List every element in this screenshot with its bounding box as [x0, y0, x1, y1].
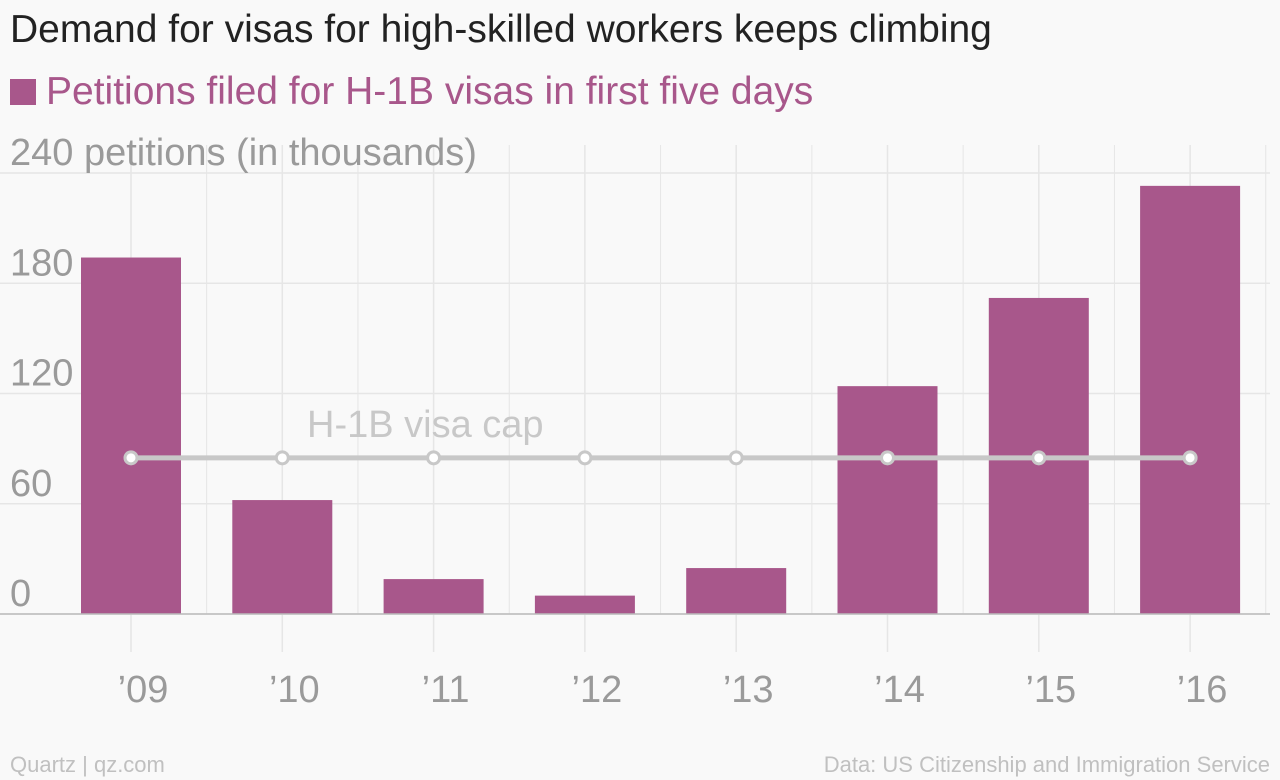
- visa-cap-point: [577, 450, 593, 466]
- y-tick-label: 120: [10, 353, 73, 395]
- x-tick-label: ’09: [118, 669, 169, 711]
- bar: [686, 568, 787, 614]
- x-tick-label: ’12: [572, 669, 623, 711]
- footer-credit: Data: US Citizenship and Immigration Ser…: [823, 752, 1270, 777]
- footer-source: Quartz | qz.com: [10, 752, 165, 777]
- legend: Petitions filed for H-1B visas in first …: [10, 70, 813, 114]
- y-tick-label: 180: [10, 242, 73, 284]
- visa-cap-point: [426, 450, 442, 466]
- bar: [837, 386, 938, 614]
- y-tick-label: 0: [10, 573, 31, 615]
- x-tick-label: ’10: [269, 669, 320, 711]
- bar: [534, 595, 635, 614]
- legend-label: Petitions filed for H-1B visas in first …: [46, 70, 814, 113]
- bar: [383, 579, 484, 614]
- visa-cap-point: [880, 450, 895, 466]
- visa-cap-point: [1031, 450, 1047, 466]
- x-tick-label: ’14: [874, 669, 925, 711]
- visa-cap-point: [1182, 450, 1198, 466]
- x-tick-label: ’13: [723, 669, 774, 711]
- bar: [232, 500, 333, 614]
- legend-swatch: [10, 79, 36, 105]
- bar: [1140, 185, 1241, 615]
- x-tick-label: ’15: [1025, 669, 1076, 711]
- visa-cap-point: [123, 450, 139, 466]
- x-tick-label: ’16: [1177, 669, 1228, 711]
- bar: [81, 257, 181, 614]
- visa-cap-point: [274, 450, 290, 466]
- x-tick-label: ’11: [422, 669, 470, 711]
- y-axis-top-label: 240 petitions (in thousands): [10, 132, 477, 174]
- visa-cap-label: H-1B visa cap: [307, 404, 544, 446]
- y-tick-label: 60: [10, 463, 52, 505]
- visa-cap-point: [728, 450, 744, 466]
- chart-title: Demand for visas for high-skilled worker…: [10, 8, 992, 51]
